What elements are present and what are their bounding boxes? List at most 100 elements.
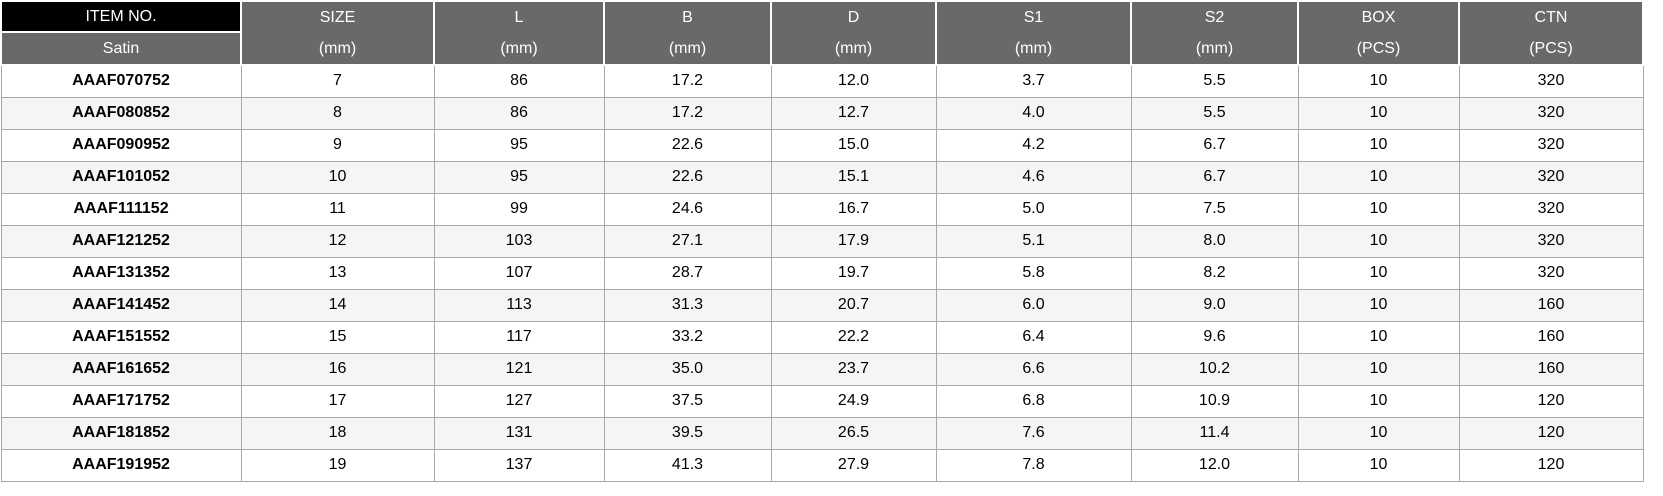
- value-cell: 12.0: [770, 64, 937, 98]
- value-cell: 9.6: [1130, 320, 1299, 354]
- item-no-cell: AAAF151552: [0, 320, 242, 354]
- value-cell: 6.0: [935, 288, 1132, 322]
- value-cell: 6.7: [1130, 160, 1299, 194]
- value-cell: 7.8: [935, 448, 1132, 482]
- table-row: AAAF090952 9 95 22.6 15.0 4.2 6.7 10 320: [0, 128, 1644, 162]
- value-cell: 95: [433, 160, 605, 194]
- s2-column-label: S2: [1204, 9, 1225, 26]
- item-no-cell: AAAF181852: [0, 416, 242, 450]
- l-column-unit: (mm): [500, 40, 538, 57]
- header-row-finish: Satin: [0, 31, 1643, 66]
- value-cell: 16: [240, 352, 435, 386]
- value-cell: 10: [1297, 64, 1460, 98]
- size-column-label: SIZE: [319, 9, 356, 26]
- product-spec-table: ITEM NO. SIZE (mm) L (mm) B (mm) D (mm) …: [0, 0, 1644, 482]
- value-cell: 11: [240, 192, 435, 226]
- value-cell: 31.3: [603, 288, 772, 322]
- b-column-label: B: [682, 9, 693, 26]
- ctn-column-unit: (PCS): [1529, 40, 1573, 57]
- s1-column-header: S1 (mm): [935, 0, 1132, 66]
- value-cell: 4.0: [935, 96, 1132, 130]
- value-cell: 137: [433, 448, 605, 482]
- value-cell: 107: [433, 256, 605, 290]
- value-cell: 95: [433, 128, 605, 162]
- value-cell: 4.6: [935, 160, 1132, 194]
- value-cell: 27.1: [603, 224, 772, 258]
- value-cell: 10: [1297, 320, 1460, 354]
- value-cell: 4.2: [935, 128, 1132, 162]
- value-cell: 16.7: [770, 192, 937, 226]
- item-no-cell: AAAF161652: [0, 352, 242, 386]
- value-cell: 6.8: [935, 384, 1132, 418]
- value-cell: 10: [1297, 352, 1460, 386]
- value-cell: 22.6: [603, 160, 772, 194]
- value-cell: 6.6: [935, 352, 1132, 386]
- s2-column-unit: (mm): [1195, 40, 1234, 57]
- item-no-cell: AAAF141452: [0, 288, 242, 322]
- table-row: AAAF131352 13 107 28.7 19.7 5.8 8.2 10 3…: [0, 256, 1644, 290]
- value-cell: 320: [1458, 128, 1644, 162]
- value-cell: 120: [1458, 384, 1644, 418]
- item-no-cell: AAAF111152: [0, 192, 242, 226]
- box-column-label: BOX: [1361, 9, 1396, 26]
- value-cell: 20.7: [770, 288, 937, 322]
- table-row: AAAF191952 19 137 41.3 27.9 7.8 12.0 10 …: [0, 448, 1644, 482]
- value-cell: 10: [1297, 128, 1460, 162]
- table-row: AAAF171752 17 127 37.5 24.9 6.8 10.9 10 …: [0, 384, 1644, 418]
- value-cell: 160: [1458, 352, 1644, 386]
- value-cell: 10: [1297, 416, 1460, 450]
- value-cell: 113: [433, 288, 605, 322]
- value-cell: 12.7: [770, 96, 937, 130]
- s1-column-unit: (mm): [1014, 40, 1053, 57]
- value-cell: 8.0: [1130, 224, 1299, 258]
- value-cell: 86: [433, 96, 605, 130]
- value-cell: 12.0: [1130, 448, 1299, 482]
- s1-column-label: S1: [1023, 9, 1044, 26]
- ctn-column-header: CTN (PCS): [1458, 0, 1644, 66]
- value-cell: 22.2: [770, 320, 937, 354]
- b-column-header: B (mm): [603, 0, 772, 66]
- value-cell: 17.9: [770, 224, 937, 258]
- value-cell: 7.5: [1130, 192, 1299, 226]
- value-cell: 9: [240, 128, 435, 162]
- value-cell: 10: [1297, 288, 1460, 322]
- item-no-cell: AAAF191952: [0, 448, 242, 482]
- value-cell: 7: [240, 64, 435, 98]
- value-cell: 18: [240, 416, 435, 450]
- d-column-unit: (mm): [834, 40, 873, 57]
- value-cell: 3.7: [935, 64, 1132, 98]
- value-cell: 17: [240, 384, 435, 418]
- l-column-header: L (mm): [433, 0, 605, 66]
- value-cell: 127: [433, 384, 605, 418]
- table-row: AAAF121252 12 103 27.1 17.9 5.1 8.0 10 3…: [0, 224, 1644, 258]
- box-column-unit: (PCS): [1356, 40, 1401, 57]
- value-cell: 17.2: [603, 64, 772, 98]
- value-cell: 320: [1458, 96, 1644, 130]
- value-cell: 10: [1297, 448, 1460, 482]
- size-column-unit: (mm): [318, 40, 357, 57]
- value-cell: 19.7: [770, 256, 937, 290]
- value-cell: 13: [240, 256, 435, 290]
- value-cell: 11.4: [1130, 416, 1299, 450]
- value-cell: 6.4: [935, 320, 1132, 354]
- table-row: AAAF080852 8 86 17.2 12.7 4.0 5.5 10 320: [0, 96, 1644, 130]
- item-no-cell: AAAF070752: [0, 64, 242, 98]
- value-cell: 320: [1458, 224, 1644, 258]
- item-no-header: ITEM NO.: [0, 0, 242, 34]
- item-no-cell: AAAF090952: [0, 128, 242, 162]
- value-cell: 120: [1458, 416, 1644, 450]
- value-cell: 5.5: [1130, 96, 1299, 130]
- value-cell: 15.0: [770, 128, 937, 162]
- value-cell: 24.6: [603, 192, 772, 226]
- value-cell: 10: [1297, 192, 1460, 226]
- value-cell: 8.2: [1130, 256, 1299, 290]
- item-no-cell: AAAF101052: [0, 160, 242, 194]
- value-cell: 39.5: [603, 416, 772, 450]
- value-cell: 10: [1297, 224, 1460, 258]
- value-cell: 37.5: [603, 384, 772, 418]
- value-cell: 15.1: [770, 160, 937, 194]
- value-cell: 117: [433, 320, 605, 354]
- finish-header: Satin: [0, 31, 242, 66]
- b-column-unit: (mm): [668, 40, 707, 57]
- table-row: AAAF151552 15 117 33.2 22.2 6.4 9.6 10 1…: [0, 320, 1644, 354]
